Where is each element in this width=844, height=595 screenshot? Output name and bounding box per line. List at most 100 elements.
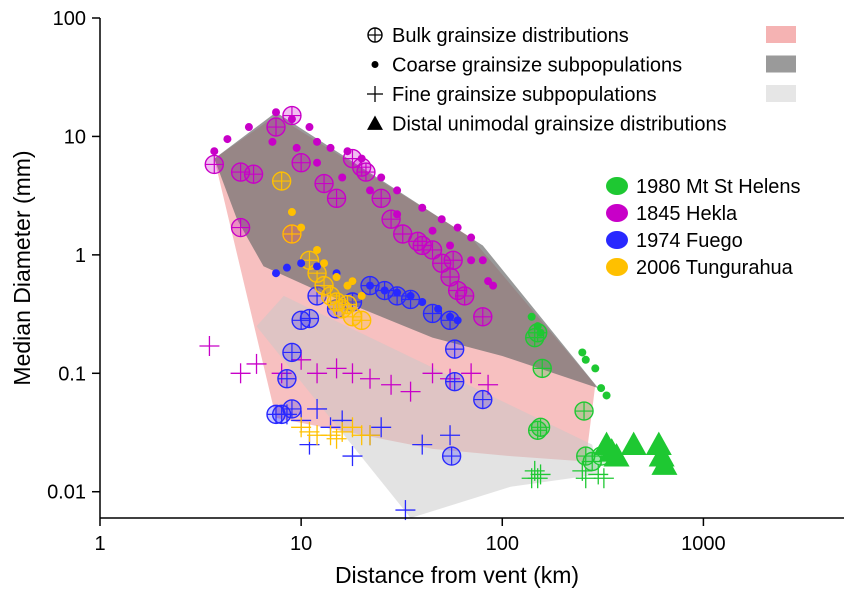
color-legend-label: 2006 Tungurahua (636, 257, 794, 279)
point-plus (400, 381, 421, 402)
point-dot (338, 173, 347, 182)
y-tick-label: 10 (64, 126, 86, 148)
point-dot (536, 328, 545, 337)
point-dot (305, 123, 314, 132)
color-legend-item: 1974 Fuego (606, 230, 743, 252)
point-plus (360, 368, 381, 389)
point-triangle (645, 431, 672, 455)
color-legend-label: 1845 Hekla (636, 203, 738, 225)
legend-color-dot (606, 258, 628, 276)
point-circle-plus (574, 401, 594, 421)
point-dot (393, 210, 402, 219)
point-triangle (651, 451, 678, 475)
point-dot (380, 286, 389, 295)
point-circle-plus (282, 399, 302, 419)
point-plus (230, 363, 251, 384)
point-circle-plus (441, 446, 462, 466)
point-dot (297, 259, 306, 268)
x-axis-title: Distance from vent (km) (335, 562, 579, 588)
point-dot (210, 147, 219, 156)
point-circle-plus (371, 188, 391, 209)
color-legend-label: 1974 Fuego (636, 230, 743, 252)
point-plus (412, 434, 433, 455)
point-plus (271, 363, 292, 384)
point-dot (371, 61, 379, 68)
legend-color-dot (606, 204, 628, 222)
point-plus (524, 460, 545, 481)
point-plus (527, 468, 548, 489)
point-circle-plus (314, 173, 334, 194)
point-plus (326, 428, 347, 449)
point-dot (437, 215, 446, 224)
point-dot (418, 203, 427, 212)
point-circle-plus (351, 310, 372, 331)
point-dot (343, 147, 352, 156)
symbol-legend: Bulk grainsize distributions Coarse grain… (367, 25, 796, 136)
point-plus (342, 417, 363, 438)
point-dot (467, 256, 476, 265)
point-dot (297, 223, 306, 232)
axis-ticks: 1 10 100 1000 0.01 0.1 1 10 100 (47, 8, 726, 555)
x-tick-label: 1 (94, 533, 105, 555)
symbol-legend-item: Fine grainsize subpopulations (367, 84, 796, 106)
point-circle-plus (473, 307, 493, 327)
point-dot (313, 262, 322, 271)
point-plus (342, 446, 363, 467)
point-dot (332, 273, 341, 282)
legend-color-dot (606, 231, 628, 249)
point-circle-plus (230, 217, 251, 238)
symbol-legend-item: Bulk grainsize distributions (367, 25, 796, 47)
y-axis-title: Median Diameter (mm) (9, 150, 35, 385)
color-legend-item: 1980 Mt St Helens (606, 176, 801, 198)
point-plus (360, 425, 381, 446)
point-dot (597, 384, 606, 393)
point-dot (527, 312, 536, 321)
point-dot (453, 223, 462, 232)
point-circle-plus (243, 164, 264, 184)
point-plus (593, 468, 614, 489)
point-plus (299, 421, 320, 442)
point-plus (478, 374, 499, 395)
point-dot (320, 259, 329, 268)
point-dot (357, 291, 366, 300)
point-dot (453, 316, 462, 325)
point-circle-plus (266, 404, 286, 425)
x-tick-label: 100 (486, 533, 519, 555)
point-circle-plus (454, 286, 475, 306)
point-circle-plus (444, 339, 465, 359)
point-circle-plus (473, 389, 493, 410)
y-tick-label: 1 (75, 245, 86, 267)
point-dot (287, 115, 296, 124)
symbol-legend-item: Coarse grainsize subpopulations (371, 55, 796, 77)
point-dot (244, 123, 253, 132)
point-plus (367, 86, 383, 102)
point-circle-plus (266, 117, 286, 137)
point-plus (381, 374, 402, 395)
y-tick-label: 100 (53, 8, 86, 30)
point-dot (326, 143, 335, 152)
point-dot (434, 304, 443, 313)
point-dot (393, 186, 402, 195)
envelope-coarse (214, 112, 599, 389)
point-triangle (620, 431, 647, 455)
axes (99, 18, 844, 519)
y-tick-label: 0.01 (47, 482, 86, 504)
point-dot (393, 288, 402, 297)
point-dot (446, 312, 455, 321)
point-dot (418, 297, 427, 306)
point-circle-plus (307, 286, 327, 306)
point-dot (377, 173, 386, 182)
point-circle-plus (443, 250, 463, 270)
point-circle-plus (367, 27, 383, 43)
point-plus (307, 398, 328, 419)
point-dot (591, 364, 600, 373)
point-dot (446, 241, 455, 250)
point-dot (428, 226, 437, 235)
legend-swatch (766, 85, 796, 102)
legend-color-dot (606, 177, 628, 195)
point-dot (406, 291, 415, 300)
point-dot (313, 137, 322, 146)
point-dot (366, 186, 375, 195)
y-tick-label: 0.1 (58, 363, 86, 385)
point-plus (575, 468, 596, 489)
